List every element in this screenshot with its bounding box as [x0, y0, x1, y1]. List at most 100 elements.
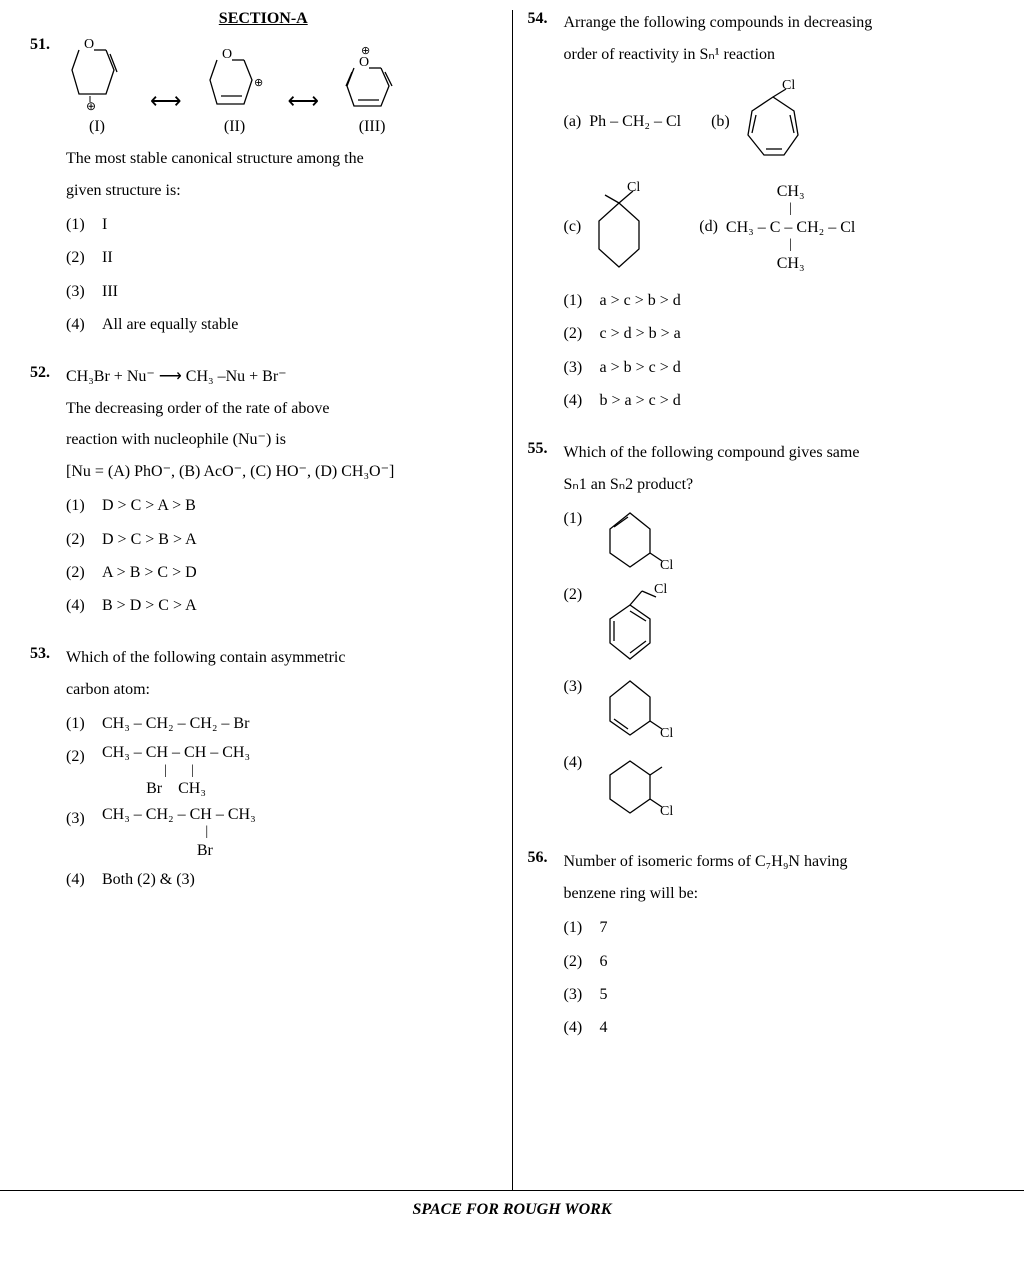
opt-num: (2) — [564, 320, 600, 347]
question-53: 53. Which of the following contain asymm… — [30, 645, 497, 899]
opt-num: (3) — [66, 278, 102, 305]
opt-text: 7 — [600, 914, 608, 941]
nucleophile-list: [Nu = (A) PhO⁻, (B) AcO⁻, (C) HO⁻, (D) C… — [66, 459, 497, 485]
opt-text: A > B > C > D — [102, 559, 197, 586]
question-body: Which of the following compound gives sa… — [564, 440, 995, 829]
svg-text:Cl: Cl — [660, 804, 673, 819]
question-text: order of reactivity in Sₙ¹ reaction — [564, 42, 995, 68]
opt-num: (3) — [564, 673, 600, 743]
chlorocycloheptatriene-icon: Cl — [738, 77, 808, 167]
chlorocyclohexane-icon: Cl — [589, 177, 669, 277]
formula-line: CH₃ — [726, 182, 855, 201]
compound-letter: (d) — [699, 218, 718, 236]
formula-sub: Br — [146, 779, 162, 798]
compound-a: Ph – CH₂ – Cl — [589, 113, 681, 131]
opt-text: II — [102, 244, 113, 271]
opt-num: (3) — [564, 354, 600, 381]
methylcyclohexyl-cl-icon: Cl — [600, 749, 680, 823]
question-number: 56. — [528, 849, 564, 1047]
question-55: 55. Which of the following compound give… — [528, 440, 995, 829]
opt-num: (1) — [66, 211, 102, 238]
question-body: O ⊕ (I) ⟷ O — [66, 36, 497, 344]
question-body: Number of isomeric forms of C₇H₉N having… — [564, 849, 995, 1047]
opt-text: 4 — [600, 1014, 608, 1041]
question-number: 55. — [528, 440, 564, 829]
structure-1: O ⊕ (I) — [66, 36, 128, 136]
opt-num: (4) — [564, 749, 600, 823]
svg-text:O: O — [84, 37, 94, 52]
svg-text:⊕: ⊕ — [86, 99, 96, 113]
question-text: Which of the following contain asymmetri… — [66, 645, 497, 671]
question-text: The decreasing order of the rate of abov… — [66, 396, 497, 422]
options: (1)a > c > b > d (2)c > d > b > a (3)a >… — [564, 287, 995, 414]
opt-text: a > c > b > d — [600, 287, 681, 314]
options: (1)7 (2)6 (3)5 (4)4 — [564, 914, 995, 1041]
opt-num: (3) — [66, 805, 102, 860]
opt-num: (1) — [564, 505, 600, 575]
question-56: 56. Number of isomeric forms of C₇H₉N ha… — [528, 849, 995, 1047]
question-body: Arrange the following compounds in decre… — [564, 10, 995, 420]
opt-text: a > b > c > d — [600, 354, 681, 381]
opt-text: I — [102, 211, 107, 238]
pyrylium-icon: ⊕ O — [341, 46, 403, 114]
opt-num: (2) — [564, 581, 600, 667]
svg-text:Cl: Cl — [660, 558, 673, 573]
svg-text:Cl: Cl — [654, 582, 667, 597]
question-text: Which of the following compound gives sa… — [564, 440, 995, 466]
opt-text: CH₃ – CH₂ – CH₂ – Br — [102, 710, 249, 737]
formula-sub: CH₃ — [178, 779, 206, 798]
svg-text:Cl: Cl — [627, 180, 640, 195]
formula-line: CH₃ – CH – CH – CH₃ — [102, 743, 250, 762]
opt-num: (1) — [564, 914, 600, 941]
question-text: Number of isomeric forms of C₇H₉N having — [564, 849, 995, 875]
equation: CH₃Br + Nu⁻ ⟶ CH₃ –Nu + Br⁻ — [66, 364, 497, 390]
opt-text: 5 — [600, 981, 608, 1008]
right-column: 54. Arrange the following compounds in d… — [513, 10, 1010, 1190]
svg-text:⊕: ⊕ — [254, 77, 263, 89]
question-54: 54. Arrange the following compounds in d… — [528, 10, 995, 420]
section-title: SECTION-A — [30, 10, 497, 28]
compound-letter: (b) — [711, 113, 730, 131]
question-body: Which of the following contain asymmetri… — [66, 645, 497, 899]
formula-sub: Br — [102, 841, 256, 860]
opt-num: (1) — [66, 492, 102, 519]
question-text: reaction with nucleophile (Nu⁻) is — [66, 427, 497, 453]
footer-rough-work: SPACE FOR ROUGH WORK — [0, 1190, 1024, 1219]
pyran-cation-1-icon: O ⊕ — [66, 36, 128, 114]
opt-num: (2) — [66, 559, 102, 586]
question-text: given structure is: — [66, 178, 497, 204]
options: (1)CH₃ – CH₂ – CH₂ – Br (2) CH₃ – CH – C… — [66, 710, 497, 893]
question-text: Arrange the following compounds in decre… — [564, 10, 995, 36]
options: (1)D > C > A > B (2)D > C > B > A (2)A >… — [66, 492, 497, 619]
opt-num: (2) — [66, 743, 102, 798]
question-number: 52. — [30, 364, 66, 625]
opt-num: (2) — [66, 244, 102, 271]
page: SECTION-A 51. O ⊕ (I) — [0, 0, 1024, 1190]
opt-text: B > D > C > A — [102, 592, 197, 619]
question-number: 53. — [30, 645, 66, 899]
svg-text:O: O — [222, 47, 232, 62]
opt-text: b > a > c > d — [600, 387, 681, 414]
opt-text: Both (2) & (3) — [102, 866, 195, 893]
opt-text: c > d > b > a — [600, 320, 681, 347]
opt-num: (4) — [66, 866, 102, 893]
pyran-cation-2-icon: O ⊕ — [204, 46, 266, 114]
opt-text: 6 — [600, 948, 608, 975]
structures-row: O ⊕ (I) ⟷ O — [66, 36, 497, 136]
opt-num: (1) — [66, 710, 102, 737]
structure-label: (III) — [359, 118, 386, 136]
formula-line: CH₃ — [726, 254, 855, 273]
compound-row: (a) Ph – CH₂ – Cl (b) Cl — [564, 77, 995, 167]
question-text: carbon atom: — [66, 677, 497, 703]
opt-num: (2) — [564, 948, 600, 975]
formula-line: CH₃ – CH₂ – CH – CH₃ — [102, 805, 256, 824]
opt-num: (3) — [564, 981, 600, 1008]
opt-text: III — [102, 278, 118, 305]
svg-text:Cl: Cl — [660, 726, 673, 741]
question-number: 51. — [30, 36, 66, 344]
options: (1)I (2)II (3)III (4)All are equally sta… — [66, 211, 497, 338]
structure-label: (I) — [89, 118, 105, 136]
question-51: 51. O ⊕ (I) ⟷ — [30, 36, 497, 344]
opt-num: (2) — [66, 526, 102, 553]
compound-letter: (a) — [564, 113, 582, 131]
